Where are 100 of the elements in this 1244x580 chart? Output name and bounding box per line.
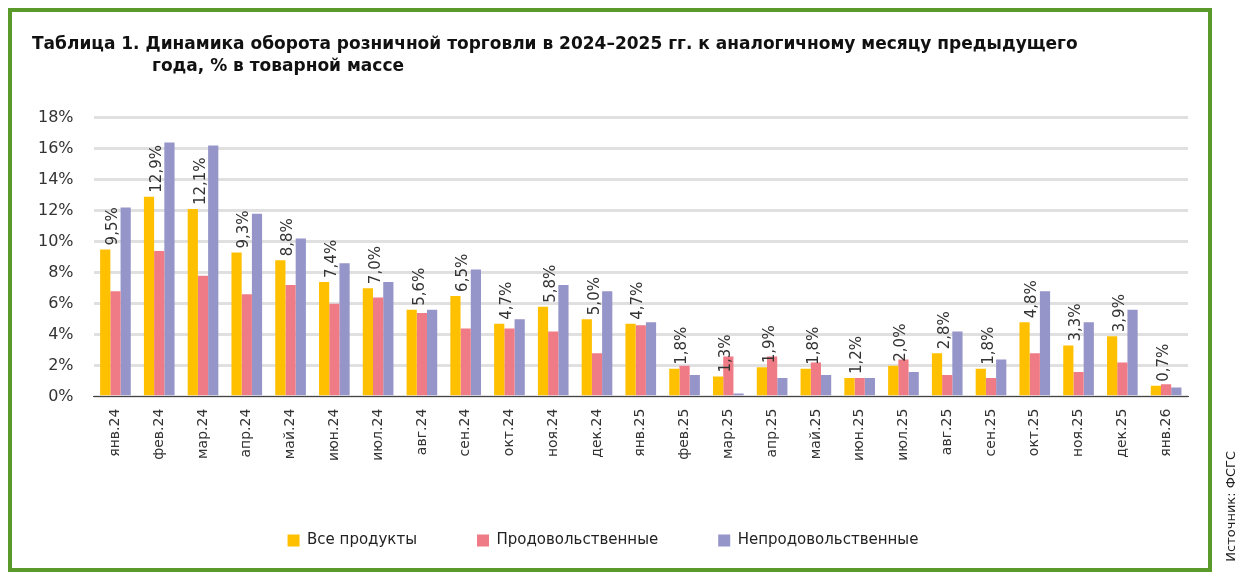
bar xyxy=(319,281,330,396)
bar xyxy=(406,309,417,396)
chart-title: Таблица 1. Динамика оборота розничной торговли в 2024–2025 гг. к аналогичному месяцу предыдущего года, % в товарной массе xyxy=(32,32,1079,76)
data-label: 4,7% xyxy=(497,281,516,320)
bar xyxy=(645,322,657,396)
x-tick-label: фев.24 xyxy=(149,408,166,460)
bar xyxy=(450,295,461,396)
bar xyxy=(197,275,209,396)
x-tick-label: сен.25 xyxy=(981,408,998,457)
bar xyxy=(187,209,198,396)
bar xyxy=(120,207,131,396)
legend-label: Непродовольственные xyxy=(737,530,919,549)
bar xyxy=(713,376,724,396)
bar xyxy=(373,297,384,396)
bar xyxy=(460,328,471,396)
text: Источник: ФСГС xyxy=(1223,451,1238,562)
bar xyxy=(295,238,306,396)
data-label: 5,8% xyxy=(540,264,559,303)
bar xyxy=(1083,322,1094,396)
bar xyxy=(383,281,394,396)
bar xyxy=(494,323,505,396)
bar xyxy=(1150,385,1161,396)
bar xyxy=(942,374,953,396)
x-tick-label: апр.24 xyxy=(237,408,254,458)
data-label: 12,1% xyxy=(190,157,209,206)
data-label: 12,9% xyxy=(146,145,165,193)
data-label: 2,0% xyxy=(891,323,910,362)
bar xyxy=(1063,345,1074,396)
y-tick-label: 8% xyxy=(48,261,74,281)
x-tick-label: окт.24 xyxy=(500,408,517,457)
bar xyxy=(1039,291,1051,396)
bar xyxy=(1171,387,1182,396)
bar xyxy=(756,367,768,396)
y-tick-label: 6% xyxy=(48,292,74,312)
x-tick-label: янв.24 xyxy=(106,408,123,457)
bar xyxy=(548,331,559,396)
data-label: 1,9% xyxy=(759,325,778,364)
bar xyxy=(810,362,821,396)
bar xyxy=(208,145,219,396)
bar xyxy=(985,378,997,396)
bar xyxy=(908,371,919,396)
data-label: 1,8% xyxy=(672,326,691,365)
data-label: 4,8% xyxy=(1022,280,1041,319)
x-tick-label: ноя.25 xyxy=(1069,408,1086,458)
data-label: 5,0% xyxy=(584,277,603,316)
bar xyxy=(100,249,111,396)
bar xyxy=(679,365,690,396)
bar xyxy=(154,250,165,396)
x-tick-label: дек.24 xyxy=(587,408,604,458)
bar xyxy=(1127,309,1138,396)
bar xyxy=(110,291,121,396)
bar xyxy=(635,325,646,396)
y-tick-label: 0% xyxy=(48,385,74,405)
bar xyxy=(800,368,811,396)
data-label: 3,3% xyxy=(1066,303,1085,342)
data-label: 9,3% xyxy=(234,210,253,249)
bar xyxy=(251,213,263,396)
data-label: 1,2% xyxy=(847,335,866,375)
x-tick-label: авг.24 xyxy=(412,408,429,456)
bar xyxy=(275,260,286,396)
legend-label: Продовольственные xyxy=(496,530,659,549)
data-label: 6,5% xyxy=(453,253,472,292)
data-label: 1,3% xyxy=(716,334,735,373)
y-tick-label: 16% xyxy=(38,137,74,157)
bar xyxy=(689,374,700,396)
bar xyxy=(975,368,986,396)
data-label: 1,8% xyxy=(978,326,997,365)
bar xyxy=(231,252,242,396)
bar xyxy=(1073,371,1084,396)
data-label: 5,6% xyxy=(409,267,428,306)
data-label: 7,4% xyxy=(322,239,341,278)
y-tick-label: 2% xyxy=(48,354,74,374)
x-tick-label: авг.25 xyxy=(937,408,954,456)
x-tick-label: ноя.24 xyxy=(543,408,560,458)
data-label: 2,8% xyxy=(934,311,953,350)
bar xyxy=(931,353,943,396)
bar xyxy=(996,359,1007,396)
legend-label: Все продукты xyxy=(307,530,417,549)
bar xyxy=(329,303,340,396)
x-tick-label: апр.25 xyxy=(762,408,779,458)
bar xyxy=(362,288,374,396)
data-label: 7,0% xyxy=(365,246,384,285)
bar xyxy=(591,353,603,396)
data-label: 8,8% xyxy=(278,218,297,257)
y-tick-label: 10% xyxy=(38,230,74,250)
bar xyxy=(537,306,549,396)
bar xyxy=(241,294,252,396)
bar xyxy=(514,319,525,396)
bar xyxy=(1161,384,1172,396)
x-tick-label: май.25 xyxy=(806,408,823,460)
y-tick-label: 18% xyxy=(38,106,74,126)
x-tick-label: май.24 xyxy=(281,408,298,460)
x-tick-label: мар.24 xyxy=(193,408,210,459)
bar xyxy=(1029,353,1040,396)
bar xyxy=(427,309,438,396)
bar xyxy=(558,285,569,396)
bar xyxy=(602,291,613,396)
x-tick-label: мар.25 xyxy=(718,408,735,459)
data-label: 0,7% xyxy=(1153,343,1172,382)
bar xyxy=(1107,336,1118,396)
